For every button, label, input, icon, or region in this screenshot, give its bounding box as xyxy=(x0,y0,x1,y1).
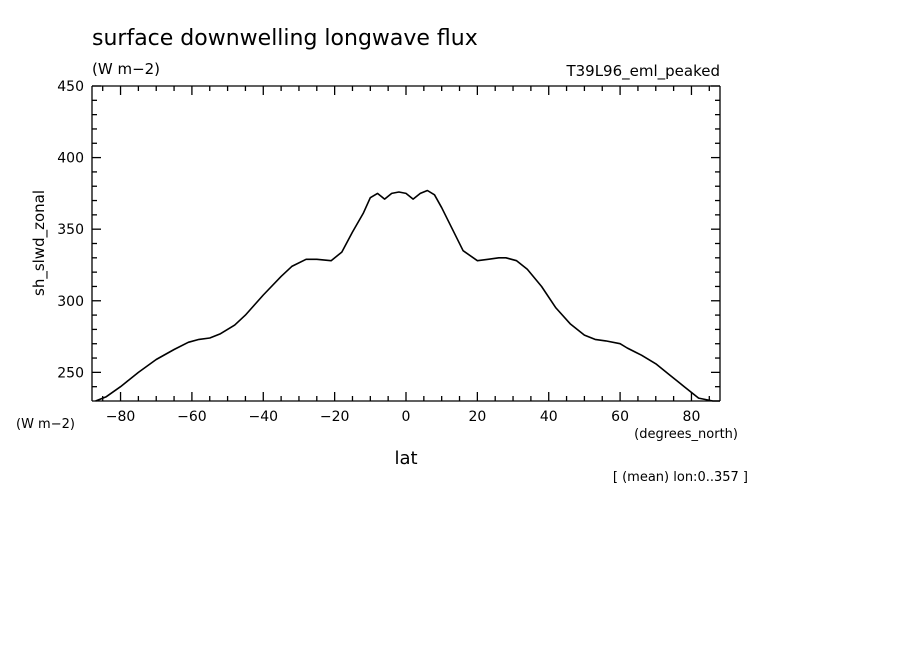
x-tick-labels: −80 −60 −40 −20 0 20 40 60 80 xyxy=(106,409,701,425)
y-tick-label: 300 xyxy=(57,294,84,310)
x-tick-label: 60 xyxy=(611,409,629,425)
x-tick-label: 80 xyxy=(683,409,701,425)
y-axis-units: (W m−2) xyxy=(16,417,75,432)
x-axis-units: (degrees_north) xyxy=(634,427,738,442)
x-tick-label: 20 xyxy=(468,409,486,425)
tick-marks xyxy=(92,85,720,401)
x-tick-label: −60 xyxy=(177,409,207,425)
dataset-label: T39L96_eml_peaked xyxy=(565,62,720,81)
series-line xyxy=(95,189,720,402)
x-tick-label: −40 xyxy=(248,409,278,425)
y-tick-label: 350 xyxy=(57,222,84,238)
plot-frame xyxy=(91,85,721,402)
y-tick-label: 250 xyxy=(57,365,84,381)
y-axis-label: sh_slwd_zonal xyxy=(30,190,49,296)
y-tick-label: 400 xyxy=(57,151,84,167)
chart-subtitle: (W m−2) xyxy=(92,60,160,78)
y-tick-labels: 250 300 350 400 450 xyxy=(57,79,84,381)
chart-title: surface downwelling longwave flux xyxy=(92,26,478,51)
footnote: [ (mean) lon:0..357 ] xyxy=(613,470,748,485)
y-tick-label: 450 xyxy=(57,79,84,95)
x-tick-label: −20 xyxy=(320,409,350,425)
x-axis-label: lat xyxy=(394,448,417,469)
x-tick-label: 40 xyxy=(540,409,558,425)
x-tick-label: 0 xyxy=(402,409,411,425)
x-tick-label: −80 xyxy=(106,409,136,425)
